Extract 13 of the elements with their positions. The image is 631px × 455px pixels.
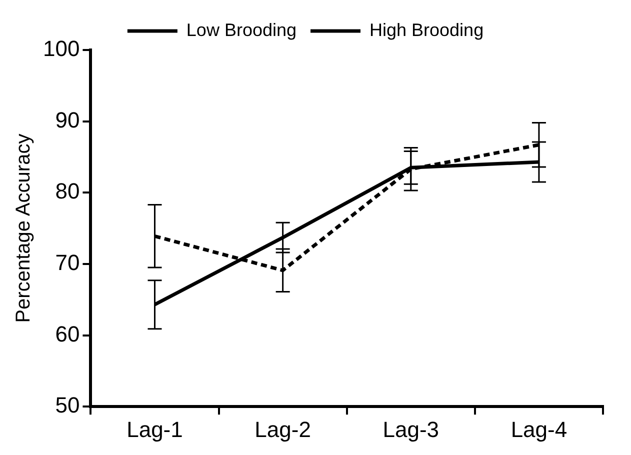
y-axis-title: Percentage Accuracy <box>12 134 35 323</box>
x-tick-label: Lag-4 <box>510 416 568 442</box>
y-tick-label: 60 <box>55 321 80 346</box>
y-tick-label: 70 <box>55 250 80 276</box>
y-tick-label: 100 <box>42 36 80 62</box>
legend-label: High Brooding <box>370 20 484 40</box>
y-tick-label: 90 <box>55 107 80 132</box>
legend-label: Low Brooding <box>186 20 297 40</box>
x-tick-label: Lag-3 <box>382 416 440 442</box>
y-tick-label: 80 <box>55 178 80 204</box>
y-tick-label: 50 <box>55 392 80 418</box>
x-tick-label: Lag-1 <box>126 416 183 442</box>
x-tick-label: Lag-2 <box>254 416 311 442</box>
